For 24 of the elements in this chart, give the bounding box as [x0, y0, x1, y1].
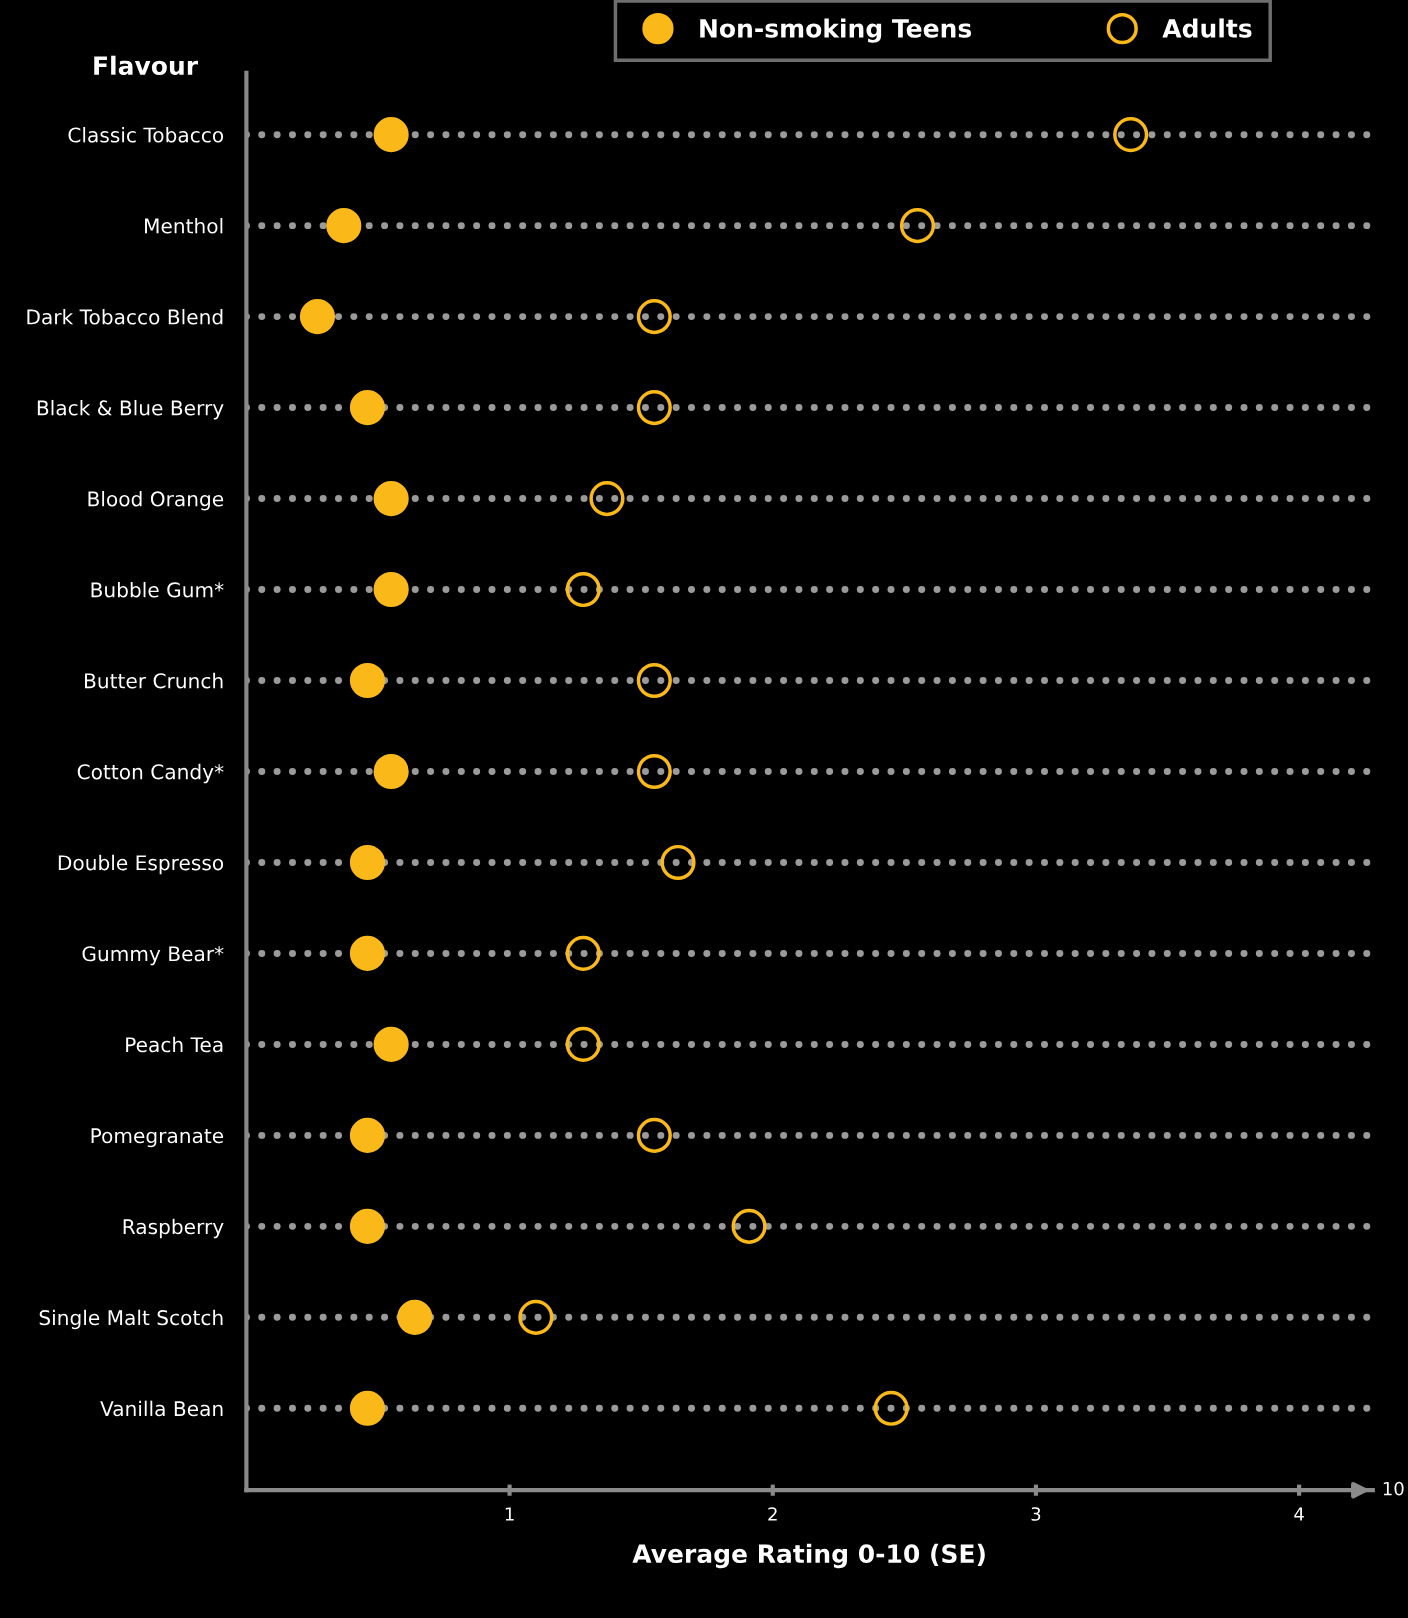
- y-tick-label: Classic Tobacco: [68, 127, 224, 143]
- y-axis-title: Flavour: [94, 55, 199, 76]
- y-tick-label: Bubble Gum*: [91, 581, 224, 598]
- x-tick-label: 2: [768, 1507, 777, 1521]
- y-tick-label: Menthol: [145, 217, 223, 234]
- y-tick-label: Pomegranate: [91, 1128, 224, 1148]
- legend-label: Non-smoking Teens: [700, 18, 972, 43]
- y-tick-label: Single Malt Scotch: [39, 1309, 223, 1330]
- legend-label: Adults: [1162, 18, 1252, 38]
- x-tick-label: 3: [1031, 1507, 1041, 1521]
- y-tick-label: Raspberry: [123, 1218, 224, 1239]
- y-tick-label: Gummy Bear*: [82, 946, 224, 966]
- y-tick-label: Black & Blue Berry: [37, 399, 224, 420]
- y-tick-label: Butter Crunch: [85, 672, 223, 689]
- x-tick-label: 4: [1294, 1507, 1304, 1521]
- y-tick-label: Peach Tea: [126, 1036, 223, 1053]
- y-tick-label: Cotton Candy*: [77, 763, 224, 784]
- y-tick-label: Dark Tobacco Blend: [27, 308, 223, 325]
- text: 10: [1383, 1481, 1404, 1496]
- y-tick-label: Blood Orange: [88, 490, 224, 511]
- y-tick-label: Vanilla Bean: [100, 1400, 223, 1417]
- y-tick-label: Double Espresso: [58, 854, 224, 875]
- x-tick-label: 1: [505, 1507, 514, 1521]
- x-axis-title: Average Rating 0-10 (SE): [632, 1543, 985, 1569]
